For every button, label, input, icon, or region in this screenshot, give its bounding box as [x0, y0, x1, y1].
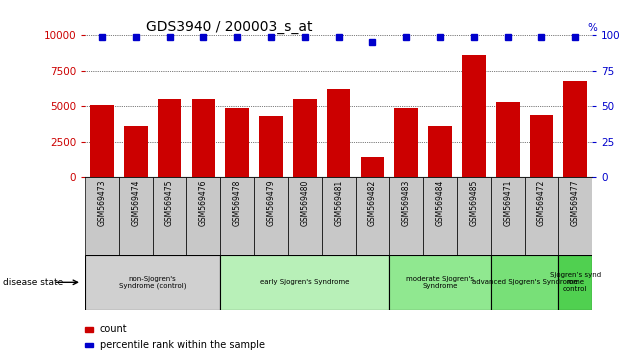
Bar — [389, 255, 491, 310]
Bar — [259, 116, 283, 177]
Bar — [457, 177, 491, 255]
Text: disease state: disease state — [3, 278, 64, 287]
Bar — [124, 126, 147, 177]
Bar — [491, 177, 525, 255]
Bar — [558, 177, 592, 255]
Text: percentile rank within the sample: percentile rank within the sample — [100, 340, 265, 350]
Bar — [254, 177, 288, 255]
Bar — [563, 81, 587, 177]
Bar — [85, 255, 220, 310]
Bar — [220, 255, 389, 310]
Text: %: % — [587, 23, 597, 33]
Text: moderate Sjogren's
Syndrome: moderate Sjogren's Syndrome — [406, 276, 474, 289]
Text: GDS3940 / 200003_s_at: GDS3940 / 200003_s_at — [146, 21, 312, 34]
Bar — [192, 99, 215, 177]
Text: GSM569479: GSM569479 — [266, 179, 275, 226]
Bar — [226, 108, 249, 177]
Bar — [327, 89, 350, 177]
Bar — [491, 255, 558, 310]
Bar — [158, 99, 181, 177]
Text: GSM569475: GSM569475 — [165, 179, 174, 226]
Text: GSM569485: GSM569485 — [469, 179, 478, 226]
Bar — [186, 177, 220, 255]
Text: GSM569471: GSM569471 — [503, 179, 512, 226]
Text: GSM569477: GSM569477 — [571, 179, 580, 226]
Text: GSM569476: GSM569476 — [199, 179, 208, 226]
Bar — [85, 177, 119, 255]
Text: Sjogren’s synd
rome
control: Sjogren’s synd rome control — [550, 272, 601, 292]
Text: GSM569473: GSM569473 — [98, 179, 106, 226]
Text: GSM569481: GSM569481 — [334, 179, 343, 225]
Bar — [85, 343, 93, 347]
Bar — [220, 177, 254, 255]
Text: non-Sjogren's
Syndrome (control): non-Sjogren's Syndrome (control) — [119, 275, 186, 289]
Bar — [462, 55, 486, 177]
Text: GSM569484: GSM569484 — [435, 179, 445, 226]
Bar — [293, 99, 317, 177]
Bar — [558, 255, 592, 310]
Text: count: count — [100, 324, 127, 334]
Text: GSM569478: GSM569478 — [232, 179, 242, 226]
Bar — [530, 115, 553, 177]
Bar — [90, 105, 114, 177]
Text: GSM569474: GSM569474 — [131, 179, 140, 226]
Bar — [394, 108, 418, 177]
Bar — [288, 177, 322, 255]
Bar — [119, 177, 152, 255]
Bar — [355, 177, 389, 255]
Bar — [428, 126, 452, 177]
Bar — [85, 327, 93, 331]
Bar — [525, 177, 558, 255]
Bar — [322, 177, 355, 255]
Bar — [496, 102, 520, 177]
Text: GSM569482: GSM569482 — [368, 179, 377, 225]
Text: GSM569480: GSM569480 — [301, 179, 309, 226]
Bar — [360, 157, 384, 177]
Text: GSM569483: GSM569483 — [402, 179, 411, 226]
Bar — [152, 177, 186, 255]
Bar — [423, 177, 457, 255]
Bar — [389, 177, 423, 255]
Text: GSM569472: GSM569472 — [537, 179, 546, 226]
Text: advanced Sjogren's Syndrome: advanced Sjogren's Syndrome — [472, 279, 578, 285]
Text: early Sjogren's Syndrome: early Sjogren's Syndrome — [260, 279, 350, 285]
